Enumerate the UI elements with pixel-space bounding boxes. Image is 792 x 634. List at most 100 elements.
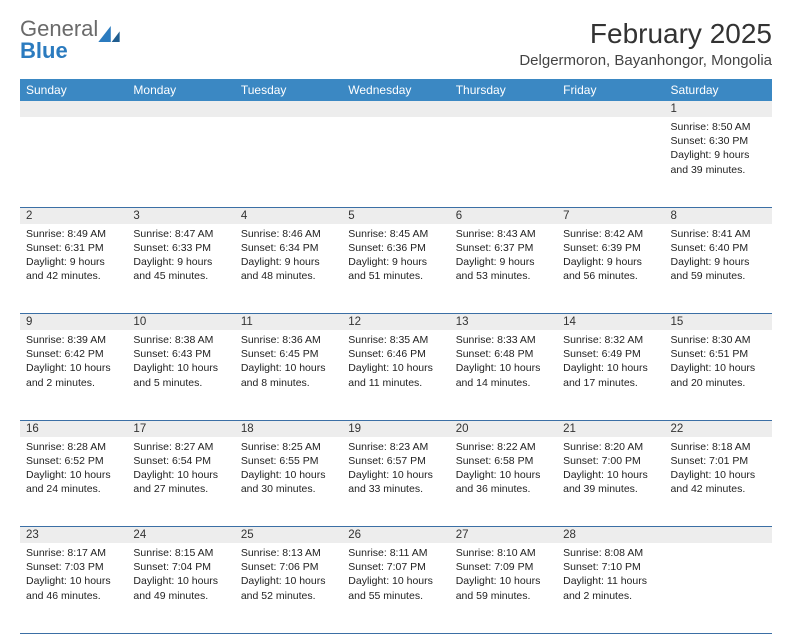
weekday-heading: Thursday (450, 79, 557, 101)
day-cell-text: Sunrise: 8:43 AMSunset: 6:37 PMDaylight:… (450, 224, 557, 290)
day-number-cell: 12 (342, 314, 449, 331)
day-cell: Sunrise: 8:27 AMSunset: 6:54 PMDaylight:… (127, 437, 234, 527)
day-cell-text: Sunrise: 8:20 AMSunset: 7:00 PMDaylight:… (557, 437, 664, 503)
weekday-header-row: Sunday Monday Tuesday Wednesday Thursday… (20, 79, 772, 101)
day-cell-text: Sunrise: 8:45 AMSunset: 6:36 PMDaylight:… (342, 224, 449, 290)
day-cell-text: Sunrise: 8:36 AMSunset: 6:45 PMDaylight:… (235, 330, 342, 396)
day-cell-text: Sunrise: 8:41 AMSunset: 6:40 PMDaylight:… (665, 224, 772, 290)
day-number-cell: 22 (665, 420, 772, 437)
day-content-row: Sunrise: 8:50 AMSunset: 6:30 PMDaylight:… (20, 117, 772, 207)
logo: General Blue (20, 18, 120, 62)
day-number-cell: 24 (127, 527, 234, 544)
weekday-heading: Saturday (665, 79, 772, 101)
day-number-cell: 2 (20, 207, 127, 224)
day-number-cell: 23 (20, 527, 127, 544)
day-number-row: 9101112131415 (20, 314, 772, 331)
day-cell: Sunrise: 8:11 AMSunset: 7:07 PMDaylight:… (342, 543, 449, 633)
day-number-row: 2345678 (20, 207, 772, 224)
page-header: General Blue February 2025 Delgermoron, … (20, 18, 772, 69)
day-cell (127, 117, 234, 207)
day-cell (557, 117, 664, 207)
day-number-cell: 16 (20, 420, 127, 437)
day-number-cell: 26 (342, 527, 449, 544)
day-cell: Sunrise: 8:28 AMSunset: 6:52 PMDaylight:… (20, 437, 127, 527)
day-cell: Sunrise: 8:30 AMSunset: 6:51 PMDaylight:… (665, 330, 772, 420)
day-number-cell: 3 (127, 207, 234, 224)
day-number-cell: 18 (235, 420, 342, 437)
day-cell: Sunrise: 8:46 AMSunset: 6:34 PMDaylight:… (235, 224, 342, 314)
day-number-cell (342, 101, 449, 117)
day-cell: Sunrise: 8:32 AMSunset: 6:49 PMDaylight:… (557, 330, 664, 420)
day-number-cell: 14 (557, 314, 664, 331)
day-cell: Sunrise: 8:43 AMSunset: 6:37 PMDaylight:… (450, 224, 557, 314)
day-cell-text (450, 117, 557, 126)
day-number-cell (450, 101, 557, 117)
title-block: February 2025 Delgermoron, Bayanhongor, … (519, 18, 772, 69)
day-number-cell (20, 101, 127, 117)
day-number-cell (665, 527, 772, 544)
day-number-row: 232425262728 (20, 527, 772, 544)
day-cell-text: Sunrise: 8:49 AMSunset: 6:31 PMDaylight:… (20, 224, 127, 290)
day-cell-text: Sunrise: 8:46 AMSunset: 6:34 PMDaylight:… (235, 224, 342, 290)
day-number-cell: 21 (557, 420, 664, 437)
day-cell: Sunrise: 8:42 AMSunset: 6:39 PMDaylight:… (557, 224, 664, 314)
day-cell-text: Sunrise: 8:33 AMSunset: 6:48 PMDaylight:… (450, 330, 557, 396)
day-number-cell: 1 (665, 101, 772, 117)
day-number-cell: 6 (450, 207, 557, 224)
day-cell: Sunrise: 8:33 AMSunset: 6:48 PMDaylight:… (450, 330, 557, 420)
day-number-cell: 13 (450, 314, 557, 331)
day-cell-text: Sunrise: 8:38 AMSunset: 6:43 PMDaylight:… (127, 330, 234, 396)
weekday-heading: Tuesday (235, 79, 342, 101)
day-cell: Sunrise: 8:49 AMSunset: 6:31 PMDaylight:… (20, 224, 127, 314)
day-number-cell: 9 (20, 314, 127, 331)
day-cell: Sunrise: 8:25 AMSunset: 6:55 PMDaylight:… (235, 437, 342, 527)
day-cell-text: Sunrise: 8:35 AMSunset: 6:46 PMDaylight:… (342, 330, 449, 396)
month-title: February 2025 (519, 18, 772, 50)
day-cell-text: Sunrise: 8:50 AMSunset: 6:30 PMDaylight:… (665, 117, 772, 183)
day-cell: Sunrise: 8:23 AMSunset: 6:57 PMDaylight:… (342, 437, 449, 527)
day-cell: Sunrise: 8:35 AMSunset: 6:46 PMDaylight:… (342, 330, 449, 420)
day-cell: Sunrise: 8:17 AMSunset: 7:03 PMDaylight:… (20, 543, 127, 633)
day-cell-text (342, 117, 449, 126)
day-cell: Sunrise: 8:38 AMSunset: 6:43 PMDaylight:… (127, 330, 234, 420)
logo-sail-icon (98, 26, 120, 42)
day-cell (665, 543, 772, 633)
day-number-cell: 17 (127, 420, 234, 437)
day-cell: Sunrise: 8:10 AMSunset: 7:09 PMDaylight:… (450, 543, 557, 633)
day-content-row: Sunrise: 8:49 AMSunset: 6:31 PMDaylight:… (20, 224, 772, 314)
day-cell: Sunrise: 8:45 AMSunset: 6:36 PMDaylight:… (342, 224, 449, 314)
logo-word-2: Blue (20, 38, 68, 63)
day-cell-text (665, 543, 772, 552)
day-cell-text: Sunrise: 8:27 AMSunset: 6:54 PMDaylight:… (127, 437, 234, 503)
day-content-row: Sunrise: 8:39 AMSunset: 6:42 PMDaylight:… (20, 330, 772, 420)
day-cell (235, 117, 342, 207)
day-cell (20, 117, 127, 207)
day-cell: Sunrise: 8:36 AMSunset: 6:45 PMDaylight:… (235, 330, 342, 420)
day-number-cell: 15 (665, 314, 772, 331)
day-number-cell: 8 (665, 207, 772, 224)
day-cell: Sunrise: 8:22 AMSunset: 6:58 PMDaylight:… (450, 437, 557, 527)
calendar-table: Sunday Monday Tuesday Wednesday Thursday… (20, 79, 772, 634)
day-number-cell: 20 (450, 420, 557, 437)
day-number-row: 1 (20, 101, 772, 117)
day-cell: Sunrise: 8:41 AMSunset: 6:40 PMDaylight:… (665, 224, 772, 314)
day-cell-text: Sunrise: 8:15 AMSunset: 7:04 PMDaylight:… (127, 543, 234, 609)
calendar-body: 1Sunrise: 8:50 AMSunset: 6:30 PMDaylight… (20, 101, 772, 633)
day-cell-text (20, 117, 127, 126)
day-cell: Sunrise: 8:47 AMSunset: 6:33 PMDaylight:… (127, 224, 234, 314)
day-cell-text: Sunrise: 8:22 AMSunset: 6:58 PMDaylight:… (450, 437, 557, 503)
day-cell-text: Sunrise: 8:28 AMSunset: 6:52 PMDaylight:… (20, 437, 127, 503)
location-text: Delgermoron, Bayanhongor, Mongolia (519, 52, 772, 69)
weekday-heading: Sunday (20, 79, 127, 101)
day-cell: Sunrise: 8:13 AMSunset: 7:06 PMDaylight:… (235, 543, 342, 633)
day-content-row: Sunrise: 8:28 AMSunset: 6:52 PMDaylight:… (20, 437, 772, 527)
day-cell-text: Sunrise: 8:47 AMSunset: 6:33 PMDaylight:… (127, 224, 234, 290)
day-cell: Sunrise: 8:50 AMSunset: 6:30 PMDaylight:… (665, 117, 772, 207)
day-cell-text: Sunrise: 8:17 AMSunset: 7:03 PMDaylight:… (20, 543, 127, 609)
day-cell-text: Sunrise: 8:10 AMSunset: 7:09 PMDaylight:… (450, 543, 557, 609)
day-cell-text: Sunrise: 8:42 AMSunset: 6:39 PMDaylight:… (557, 224, 664, 290)
day-cell: Sunrise: 8:18 AMSunset: 7:01 PMDaylight:… (665, 437, 772, 527)
day-cell: Sunrise: 8:39 AMSunset: 6:42 PMDaylight:… (20, 330, 127, 420)
day-number-cell: 7 (557, 207, 664, 224)
weekday-heading: Monday (127, 79, 234, 101)
